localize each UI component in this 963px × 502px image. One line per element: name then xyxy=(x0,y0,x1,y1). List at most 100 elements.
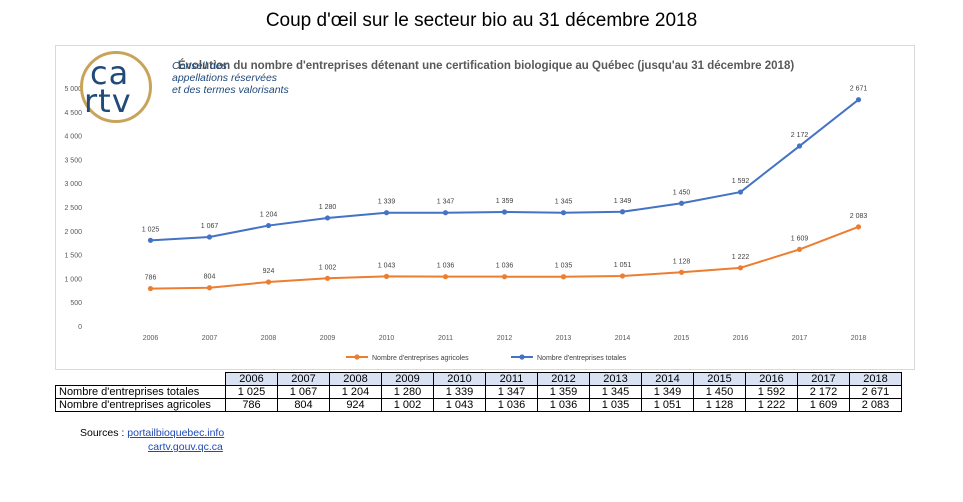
table-cell: 1 051 xyxy=(641,398,694,412)
x-tick-label: 2006 xyxy=(143,335,159,342)
table-cell: 1 002 xyxy=(381,398,434,412)
table-cell: 1 025 xyxy=(225,385,278,399)
x-tick-label: 2016 xyxy=(733,335,749,342)
legend-label: Nombre d'entreprises agricoles xyxy=(372,355,469,362)
data-label: 1 609 xyxy=(791,235,809,242)
data-label: 1 339 xyxy=(378,199,396,206)
y-tick-label: 1 000 xyxy=(64,276,82,283)
x-tick-label: 2007 xyxy=(202,335,218,342)
table-year-header: 2009 xyxy=(381,372,434,386)
data-point xyxy=(383,273,390,279)
data-label: 1 035 xyxy=(555,263,573,270)
y-tick-label: 2 000 xyxy=(64,229,82,236)
logo-line-3: et des termes valorisants xyxy=(172,84,289,96)
sources-label: Sources : xyxy=(80,427,128,439)
data-point xyxy=(619,209,626,215)
data-label: 1 345 xyxy=(555,199,573,206)
table-cell: 1 222 xyxy=(745,398,798,412)
data-point xyxy=(324,215,331,221)
data-label: 2 671 xyxy=(850,86,868,93)
legend-marker xyxy=(519,354,525,360)
table-year-header: 2012 xyxy=(537,372,590,386)
y-tick-label: 2 500 xyxy=(64,205,82,212)
logo-ring-icon xyxy=(80,51,152,123)
x-tick-label: 2015 xyxy=(674,335,690,342)
data-label: 1 349 xyxy=(614,198,632,205)
source-link-cartv[interactable]: cartv.gouv.qc.ca xyxy=(148,441,223,453)
data-point xyxy=(324,275,331,281)
data-point xyxy=(619,273,626,279)
data-point xyxy=(678,269,685,275)
data-label: 804 xyxy=(204,274,216,281)
table-year-header: 2013 xyxy=(589,372,642,386)
y-tick-label: 0 xyxy=(78,324,82,331)
y-tick-label: 4 000 xyxy=(64,134,82,141)
data-label: 1 002 xyxy=(319,264,337,271)
table-cell: 924 xyxy=(329,398,382,412)
data-point xyxy=(265,222,272,229)
data-point xyxy=(855,224,862,230)
legend-label: Nombre d'entreprises totales xyxy=(537,355,627,362)
y-tick-label: 3 000 xyxy=(64,181,82,188)
cartv-logo: ca rtv Conseil des appellations réservée… xyxy=(80,48,310,128)
data-label: 924 xyxy=(263,268,275,275)
table-cell: 1 043 xyxy=(433,398,486,412)
data-point xyxy=(737,265,744,271)
x-tick-label: 2014 xyxy=(615,335,631,342)
series-line-0 xyxy=(150,225,859,290)
table-cell: 804 xyxy=(277,398,330,412)
table-year-header: 2018 xyxy=(849,372,902,386)
table-cell: 1 347 xyxy=(485,385,538,399)
data-label: 1 025 xyxy=(142,226,160,233)
data-label: 1 359 xyxy=(496,198,514,205)
data-point xyxy=(501,209,508,215)
chart-frame: 0 500 1 000 1 500 2 000 2 500 3 000 3 500 4 000 4… xyxy=(55,45,915,370)
data-point xyxy=(796,143,803,149)
x-tick-label: 2012 xyxy=(497,335,513,342)
x-tick-label: 2011 xyxy=(438,335,453,342)
table-year-header: 2010 xyxy=(433,372,486,386)
x-tick-label: 2010 xyxy=(379,335,395,342)
data-label: 1 204 xyxy=(260,212,278,219)
table-year-header: 2008 xyxy=(329,372,382,386)
data-label: 1 450 xyxy=(673,189,691,196)
table-cell: 786 xyxy=(225,398,278,412)
table-cell: 1 036 xyxy=(485,398,538,412)
data-label: 2 172 xyxy=(791,132,809,139)
table-year-header: 2007 xyxy=(277,372,330,386)
table-cell: 1 128 xyxy=(693,398,746,412)
y-tick-label: 1 500 xyxy=(64,253,82,260)
chart-title: Évolution du nombre d'entreprises détena… xyxy=(177,60,795,72)
table-cell: 2 172 xyxy=(797,385,850,399)
data-label: 1 051 xyxy=(614,262,632,269)
data-label: 1 128 xyxy=(673,258,691,265)
data-label: 2 083 xyxy=(850,213,868,220)
data-point xyxy=(206,285,213,291)
data-label: 1 347 xyxy=(437,199,455,206)
logo-ca: ca xyxy=(90,54,130,92)
data-point xyxy=(147,285,154,292)
table-cell: 1 349 xyxy=(641,385,694,399)
x-tick-label: 2009 xyxy=(320,335,336,342)
data-label: 1 043 xyxy=(378,262,396,269)
data-table: 2006 2007 2008 2009 2010 2011 2012 2013 2014 2015… xyxy=(55,372,902,412)
legend-marker xyxy=(354,354,360,360)
table-row-label: Nombre d'entreprises agricoles xyxy=(55,398,226,412)
table-year-header: 2016 xyxy=(745,372,798,386)
page-title: Coup d'œil sur le secteur bio au 31 déce… xyxy=(265,10,698,31)
data-point xyxy=(442,274,449,280)
y-tick-label: 3 500 xyxy=(64,157,82,164)
table-cell: 1 280 xyxy=(381,385,434,399)
table-cell: 1 609 xyxy=(797,398,850,412)
data-label: 1 280 xyxy=(319,204,337,211)
source-link-portailbio[interactable]: portailbioquebec.info xyxy=(127,427,225,439)
table-row: Nombre d'entreprises agricoles 786 804 924 1… xyxy=(55,398,902,412)
table-row: Nombre d'entreprises totales 1 025 1 067 1 … xyxy=(55,385,902,399)
data-point xyxy=(206,234,213,240)
x-tick-label: 2018 xyxy=(851,335,867,342)
data-point xyxy=(501,274,508,280)
table-year-header: 2006 xyxy=(225,372,278,386)
logo-text: Conseil des appellations réservées et de… xyxy=(172,60,289,96)
table-cell: 1 359 xyxy=(537,385,590,399)
table-cell: 1 339 xyxy=(433,385,486,399)
